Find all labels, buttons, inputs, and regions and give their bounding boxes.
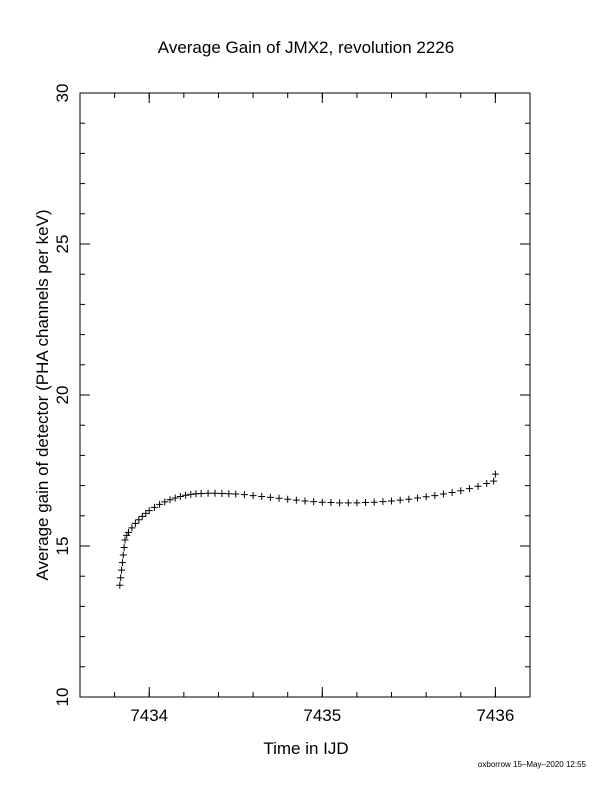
data-point [211,489,219,497]
data-point [145,507,153,515]
data-point [119,551,127,559]
data-point [123,531,131,539]
x-tick-label: 7434 [130,706,168,725]
data-point [118,559,126,567]
x-tick-label: 7436 [476,706,514,725]
data-point [138,512,146,520]
data-point [457,487,465,495]
data-point [131,519,139,527]
footer-timestamp: oxborrow 15–May–2020 12:55 [478,760,587,769]
data-point [135,516,143,524]
data-point [204,489,212,497]
data-point [353,499,361,507]
x-tick-label: 7435 [303,706,341,725]
data-point [124,528,132,536]
y-tick-label: 10 [53,688,72,707]
data-point [439,490,447,498]
data-point [156,500,164,508]
data-point [292,496,300,504]
data-point [197,489,205,497]
data-point [396,496,404,504]
y-tick-label: 30 [53,84,72,103]
data-point [150,503,158,511]
x-minor-ticks [114,93,496,697]
data-point [187,490,195,498]
data-point [116,581,124,589]
y-tick-label: 15 [53,537,72,556]
y-tick-label: 20 [53,386,72,405]
data-point [431,492,439,500]
data-point [310,498,318,506]
plot-frame [79,92,531,698]
data-point [275,494,283,502]
data-point [266,493,274,501]
data-point [120,544,128,552]
y-axis-label: Average gain of detector (PHA channels p… [33,209,52,580]
data-point [465,485,473,493]
data-point [327,499,335,507]
data-point [176,492,184,500]
data-point [370,498,378,506]
data-point [448,489,456,497]
x-axis-label: Time in IJD [263,739,348,758]
data-point [240,491,248,499]
data-point [483,479,491,487]
y-minor-ticks [80,122,530,668]
data-point [232,490,240,498]
data-point [121,536,129,544]
data-point [284,495,292,503]
data-point [405,495,413,503]
data-point [249,492,257,500]
data-point [258,492,266,500]
data-point [414,494,421,502]
data-point [388,497,396,505]
x-tick-labels: 7434 7435 7436 [130,706,514,725]
data-point [344,499,352,507]
x-major-ticks [148,93,496,697]
data-point [166,496,174,504]
data-point [422,493,430,501]
data-point [362,499,370,507]
data-point [225,490,233,498]
data-point [301,497,309,505]
y-tick-labels: 10 15 20 25 30 [53,84,72,707]
data-point [474,482,482,490]
y-tick-label: 25 [53,235,72,254]
data-point [336,499,344,507]
data-point [218,489,226,497]
data-point [171,494,179,502]
data-point [118,566,126,574]
data-points [116,470,499,589]
data-point [491,470,499,478]
data-point [379,498,387,506]
data-point [318,498,326,506]
data-point [182,491,190,499]
data-point [117,574,125,582]
chart-title: Average Gain of JMX2, revolution 2226 [158,38,454,57]
y-major-ticks [80,92,530,698]
data-point [128,524,136,532]
data-point [161,498,169,506]
data-point [490,477,498,485]
